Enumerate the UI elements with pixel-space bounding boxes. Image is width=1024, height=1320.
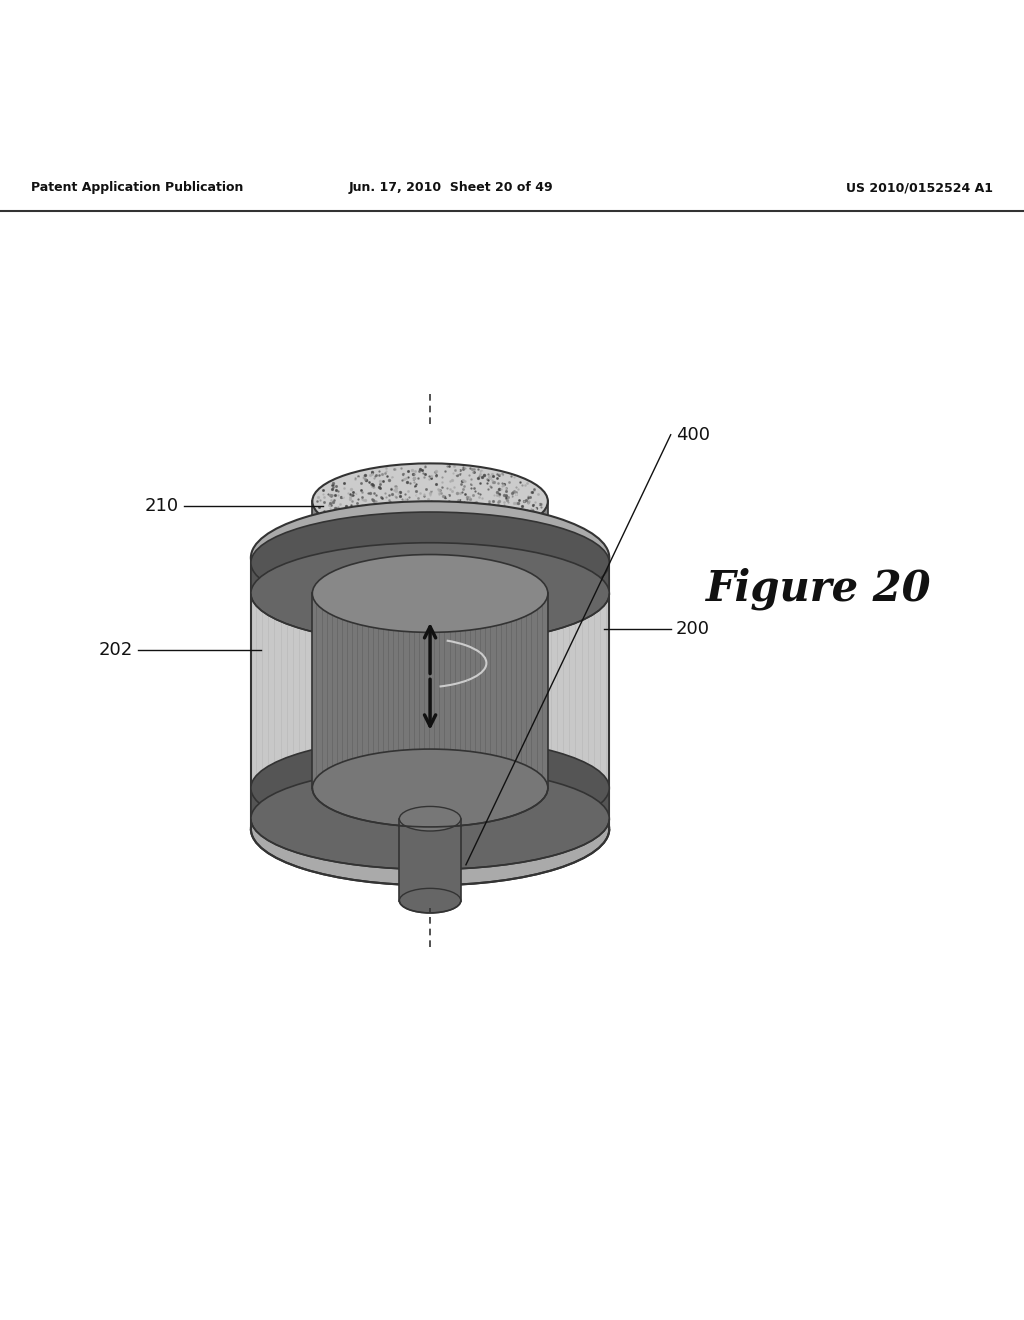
Text: Jun. 17, 2010  Sheet 20 of 49: Jun. 17, 2010 Sheet 20 of 49 (348, 181, 553, 194)
Text: US 2010/0152524 A1: US 2010/0152524 A1 (846, 181, 993, 194)
Ellipse shape (251, 543, 609, 644)
Ellipse shape (312, 533, 548, 609)
Ellipse shape (251, 738, 609, 838)
Bar (251, 557, 609, 829)
Bar (399, 818, 461, 900)
Text: Figure 20: Figure 20 (707, 568, 932, 610)
Ellipse shape (251, 502, 609, 614)
Ellipse shape (399, 558, 461, 583)
Text: 200: 200 (676, 620, 710, 639)
Ellipse shape (399, 888, 461, 913)
Ellipse shape (312, 554, 548, 632)
Ellipse shape (251, 768, 609, 870)
Text: Patent Application Publication: Patent Application Publication (31, 181, 243, 194)
Ellipse shape (251, 772, 609, 886)
Ellipse shape (399, 807, 461, 832)
Bar (312, 594, 548, 788)
Ellipse shape (251, 512, 609, 614)
Text: 210: 210 (145, 498, 179, 515)
Bar (251, 788, 609, 818)
Bar (251, 562, 609, 594)
Bar (312, 502, 548, 572)
Text: 400: 400 (676, 426, 710, 444)
Ellipse shape (312, 748, 548, 826)
Ellipse shape (312, 463, 548, 539)
Text: 202: 202 (99, 640, 133, 659)
